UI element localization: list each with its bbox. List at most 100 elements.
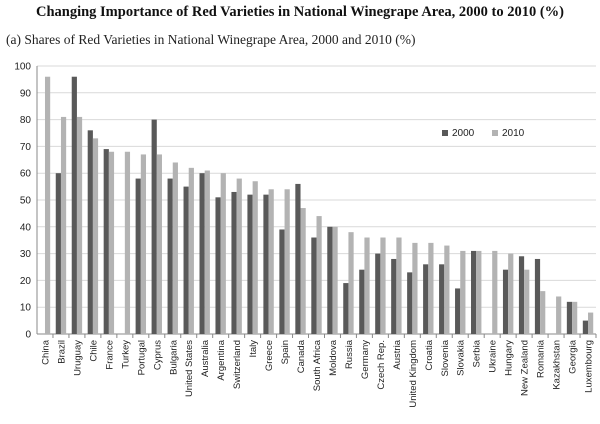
bar-2010 <box>316 216 322 334</box>
y-tick-label: 10 <box>20 303 32 314</box>
bar-2000 <box>311 237 317 334</box>
bar-2000 <box>582 320 589 334</box>
bar-2000 <box>502 269 509 334</box>
x-category-label: Austria <box>392 339 403 369</box>
bar-2000 <box>247 194 253 334</box>
bar-2010 <box>60 116 67 334</box>
x-category-label: South Africa <box>312 339 323 391</box>
x-category-label: Bulgaria <box>168 339 179 375</box>
bar-2010 <box>556 296 562 334</box>
x-category-label: Georgia <box>568 339 579 374</box>
bar-2000 <box>534 258 541 334</box>
bar-2000 <box>518 256 525 334</box>
bar-2010 <box>364 237 370 334</box>
x-category-label: Slovenia <box>440 339 451 376</box>
bar-2010 <box>236 178 242 334</box>
bar-2010 <box>44 76 51 334</box>
bar-2010 <box>140 154 147 334</box>
bar-2010 <box>156 154 162 334</box>
y-tick-label: 20 <box>20 276 32 287</box>
legend-label-2000: 2000 <box>452 128 475 139</box>
bar-2000 <box>231 191 237 334</box>
bar-2000 <box>343 283 349 334</box>
x-category-label: Croatia <box>424 339 435 370</box>
bar-2000 <box>199 173 205 334</box>
x-category-label: Turkey <box>120 340 131 369</box>
x-category-label: Hungary <box>504 340 515 376</box>
bar-2000 <box>566 301 573 334</box>
bar-2010 <box>476 250 482 334</box>
bar-2000 <box>375 253 381 334</box>
x-category-label: France <box>104 340 115 370</box>
bar-2010 <box>428 242 434 334</box>
bar-2010 <box>284 189 290 334</box>
bar-2010 <box>508 253 514 334</box>
bar-2000 <box>87 130 93 334</box>
legend-swatch-2010 <box>492 130 498 136</box>
bar-2010 <box>380 237 386 334</box>
y-tick-label: 80 <box>20 115 32 126</box>
bar-2000 <box>183 186 189 334</box>
bar-2010 <box>444 245 450 334</box>
bar-2000 <box>423 264 429 334</box>
x-category-label: Ukraine <box>488 340 499 373</box>
x-category-label: New Zealand <box>520 340 531 396</box>
bar-2000 <box>55 173 61 334</box>
legend-label-2010: 2010 <box>502 128 525 139</box>
x-category-label: Cyprus <box>152 340 163 370</box>
x-category-label: Australia <box>200 339 211 377</box>
x-category-label: Serbia <box>472 339 483 367</box>
bar-2010 <box>588 312 594 334</box>
bar-2010 <box>204 170 210 334</box>
bar-2010 <box>540 291 546 334</box>
bar-2000 <box>407 272 413 334</box>
bar-2000 <box>135 178 141 334</box>
y-tick-label: 50 <box>20 196 32 207</box>
x-category-label: United Kingdom <box>408 340 419 408</box>
x-category-label: Greece <box>264 340 275 371</box>
bar-2000 <box>215 197 221 334</box>
bar-2010 <box>460 250 466 334</box>
x-category-label: Switzerland <box>232 340 243 389</box>
bar-2000 <box>439 264 445 334</box>
bar-2000 <box>167 178 173 334</box>
bar-2000 <box>71 76 77 334</box>
x-category-label: Romania <box>536 339 547 378</box>
x-category-label: Russia <box>344 339 355 369</box>
y-tick-label: 0 <box>25 330 31 341</box>
bar-2010 <box>188 167 194 334</box>
x-category-label: Luxembourg <box>584 340 595 393</box>
bar-2010 <box>332 226 338 334</box>
y-tick-label: 30 <box>20 249 32 260</box>
bar-2010 <box>220 173 226 334</box>
bar-2000 <box>327 226 333 334</box>
bar-2000 <box>151 119 157 334</box>
bar-2010 <box>396 237 402 334</box>
y-tick-label: 70 <box>20 142 32 153</box>
y-tick-label: 90 <box>20 88 32 99</box>
x-category-label: Germany <box>360 340 371 379</box>
bar-2000 <box>103 149 109 334</box>
bar-2010 <box>76 116 83 334</box>
bar-2010 <box>492 250 498 334</box>
bar-2000 <box>279 229 285 334</box>
x-category-label: United States <box>184 340 195 397</box>
chart-subtitle: (a) Shares of Red Varieties in National … <box>6 32 416 47</box>
x-category-label: Portugal <box>136 340 147 375</box>
x-category-label: Canada <box>296 339 307 373</box>
x-category-label: Argentina <box>216 339 227 380</box>
bar-2000 <box>263 194 269 334</box>
y-tick-label: 40 <box>20 222 32 233</box>
bar-2010 <box>412 242 418 334</box>
bar-2010 <box>172 162 178 334</box>
x-category-label: Czech Rep. <box>376 340 387 390</box>
bar-2000 <box>359 269 365 334</box>
bar-2010 <box>124 151 131 334</box>
bar-2010 <box>268 189 274 334</box>
bar-2000 <box>391 258 397 334</box>
x-category-label: Uruguay <box>72 340 83 376</box>
x-category-label: Kazakhstan <box>552 340 563 390</box>
bar-2010 <box>92 138 99 334</box>
bar-2000 <box>471 250 477 334</box>
